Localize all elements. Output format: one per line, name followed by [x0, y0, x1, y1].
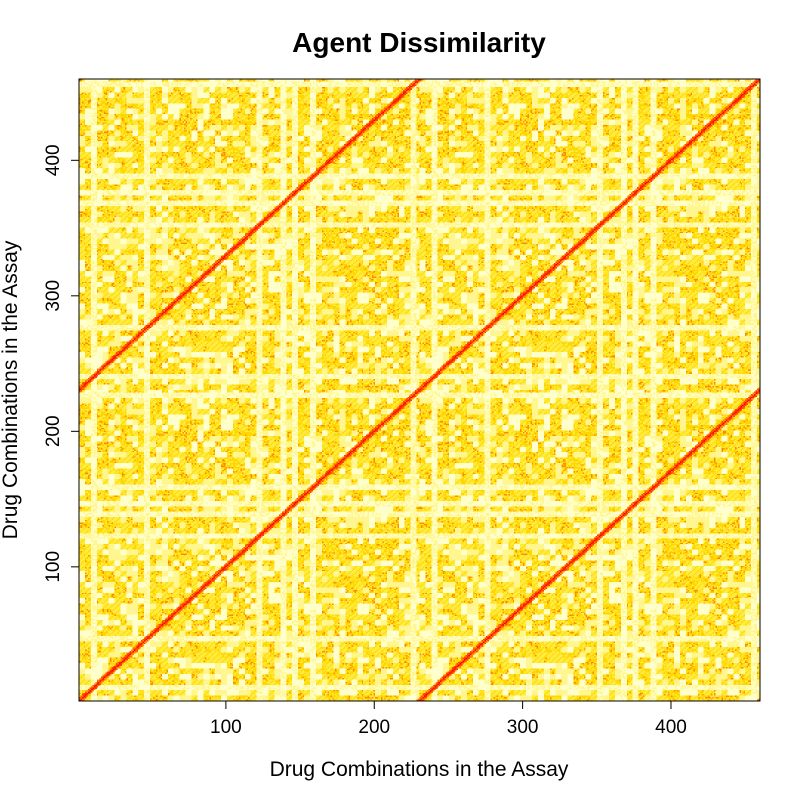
- heatmap: [79, 79, 760, 701]
- y-tick-label: 100: [43, 551, 64, 583]
- x-tick-label: 400: [655, 717, 687, 738]
- y-tick-label: 200: [43, 415, 64, 447]
- y-axis: 100 200 300 400: [43, 144, 79, 583]
- x-tick-label: 200: [358, 717, 390, 738]
- y-tick-label: 300: [43, 280, 64, 312]
- y-axis-label: Drug Combinations in the Assay: [0, 240, 22, 539]
- x-tick-label: 300: [507, 717, 539, 738]
- chart-title: Agent Dissimilarity: [292, 27, 546, 58]
- x-tick-label: 100: [210, 717, 242, 738]
- plot-border: [78, 78, 761, 702]
- y-tick-label: 400: [43, 144, 64, 176]
- x-axis-label: Drug Combinations in the Assay: [270, 758, 569, 781]
- x-axis: 100 200 300 400: [210, 701, 687, 738]
